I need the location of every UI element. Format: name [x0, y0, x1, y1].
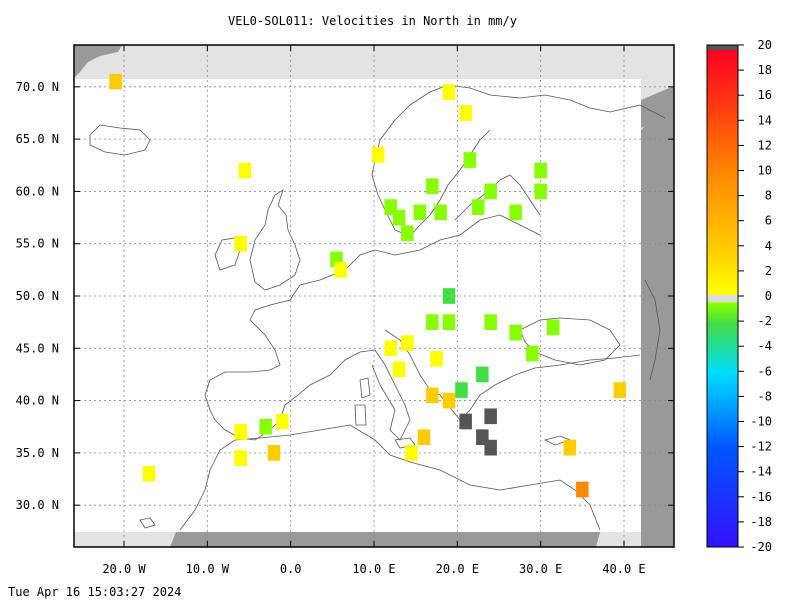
y-tick-label-3: 45.0 N	[16, 341, 59, 355]
colorbar-label-7: 6	[765, 214, 772, 228]
velocity-cell	[563, 439, 577, 456]
dark-cell	[484, 439, 497, 456]
colorbar-label-13: -6	[758, 364, 772, 378]
velocity-cell	[476, 366, 489, 383]
colorbar-label-5: 10	[758, 164, 772, 178]
x-axis: 20.0 W 10.0 W 0.0 10.0 E 20.0 E 30.0 E 40.0 E	[102, 45, 646, 576]
velocity-cell	[442, 392, 456, 409]
velocity-cell	[417, 429, 431, 446]
velocity-cell	[267, 445, 281, 461]
y-tick-label-8: 70.0 N	[16, 80, 59, 94]
velocity-cell	[238, 162, 252, 179]
colorbar-label-18: -16	[750, 490, 772, 504]
velocity-cell	[442, 84, 456, 100]
velocity-cell	[142, 465, 156, 482]
velocity-cell	[455, 382, 468, 398]
y-axis: 30.0 N 35.0 N 40.0 N 45.0 N 50.0 N 55.0 N 60.0…	[16, 80, 674, 512]
velocity-cell	[613, 382, 627, 398]
velocity-cell	[526, 345, 539, 362]
velocity-cell	[401, 225, 414, 242]
colorbar-label-8: 4	[765, 239, 772, 253]
velocity-cell	[509, 324, 522, 341]
grid-lines	[74, 45, 674, 547]
dark-cell	[459, 413, 472, 430]
velocity-cell	[426, 178, 439, 195]
x-tick-label-1: 10.0 W	[186, 562, 230, 576]
x-tick-label-4: 20.0 E	[436, 562, 479, 576]
y-tick-label-6: 60.0 N	[16, 184, 59, 198]
velocity-cells	[109, 73, 627, 498]
timestamp: Tue Apr 16 15:03:27 2024	[8, 585, 182, 599]
velocity-cell	[442, 314, 456, 330]
y-tick-label-7: 65.0 N	[16, 132, 59, 146]
velocity-cell	[484, 183, 497, 200]
x-tick-label-2: 0.0	[280, 562, 302, 576]
velocity-cell	[276, 413, 289, 430]
velocity-cell	[426, 314, 439, 330]
colorbar-label-0: 20	[758, 38, 772, 52]
velocity-cell	[384, 340, 397, 357]
colorbar-label-16: -12	[750, 440, 772, 454]
colorbar-label-3: 14	[758, 113, 772, 127]
velocity-cell	[546, 319, 560, 336]
velocity-cell	[234, 424, 247, 440]
velocity-cell	[334, 262, 347, 278]
x-tick-label-5: 30.0 E	[519, 562, 562, 576]
velocity-cell	[426, 387, 439, 404]
y-tick-label-5: 55.0 N	[16, 237, 59, 251]
velocity-cell	[371, 146, 385, 163]
x-tick-label-3: 10.0 E	[352, 562, 395, 576]
x-tick-label-0: 20.0 W	[102, 562, 146, 576]
velocity-cell	[392, 361, 406, 378]
colorbar-label-20: -20	[750, 540, 772, 554]
y-tick-label-2: 40.0 N	[16, 394, 59, 408]
colorbar-label-6: 8	[765, 189, 772, 203]
colorbar-label-2: 16	[758, 88, 772, 102]
colorbar-label-4: 12	[758, 138, 772, 152]
east-landmass	[641, 100, 674, 547]
velocity-cell	[392, 209, 406, 226]
colorbar-label-11: -2	[758, 314, 772, 328]
russia-landmass-top	[641, 86, 674, 130]
dark-cell	[484, 408, 497, 425]
colorbar-gradient	[707, 50, 738, 547]
velocity-cell	[430, 350, 443, 367]
velocity-cell	[234, 235, 247, 252]
colorbar-label-19: -18	[750, 515, 772, 529]
velocity-cell	[109, 73, 122, 90]
velocity-cell	[434, 204, 447, 221]
colorbar-label-1: 18	[758, 63, 772, 77]
velocity-cell	[459, 105, 472, 121]
velocity-cell	[576, 481, 589, 498]
velocity-cell	[484, 314, 497, 330]
velocity-cell	[259, 418, 272, 435]
africa-landmass-bottom	[170, 532, 600, 547]
y-tick-label-1: 35.0 N	[16, 446, 59, 460]
colorbar-label-12: -4	[758, 339, 772, 353]
colorbar-label-10: 0	[765, 289, 772, 303]
velocity-cell	[234, 450, 247, 466]
y-tick-label-4: 50.0 N	[16, 289, 59, 303]
colorbar-label-15: -10	[750, 415, 772, 429]
velocity-cell	[534, 183, 547, 200]
velocity-cell	[442, 288, 456, 304]
velocity-cell	[413, 204, 427, 221]
colorbar: 20181614121086420-2-4-6-8-10-12-14-16-18…	[706, 38, 772, 554]
velocity-cell	[509, 204, 522, 221]
velocity-cell	[463, 152, 477, 168]
colorbar-label-17: -14	[750, 465, 772, 479]
velocity-cell	[471, 199, 485, 215]
colorbar-cap-top	[707, 45, 738, 50]
velocity-cell	[401, 335, 414, 351]
chart-title: VEL0-SOL011: Velocities in North in mm/y	[228, 14, 517, 28]
colorbar-label-14: -8	[758, 389, 772, 403]
velocity-cell	[534, 162, 547, 179]
y-tick-label-0: 30.0 N	[16, 498, 59, 512]
greenland-landmass	[74, 45, 122, 78]
x-tick-label-6: 40.0 E	[602, 562, 645, 576]
velocity-cell	[405, 445, 418, 461]
colorbar-label-9: 2	[765, 264, 772, 278]
